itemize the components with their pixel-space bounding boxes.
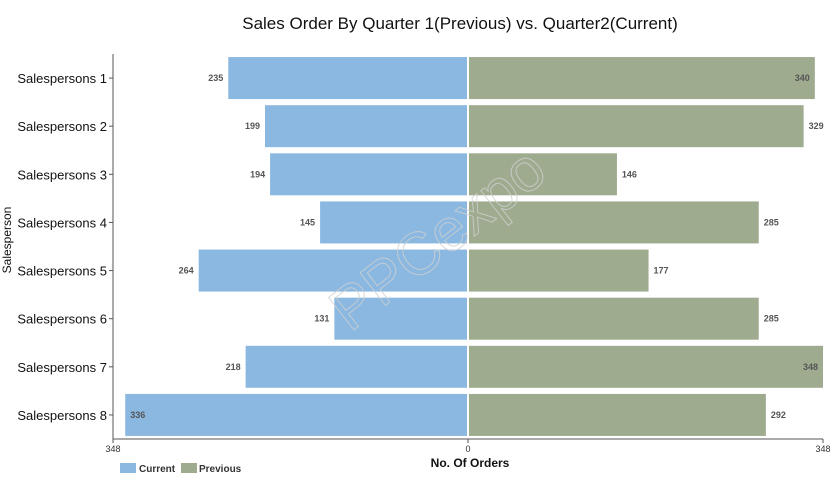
data-labels: 235 340 199 329 194 146 145 285 264 177 131 285 218 3… [130,73,823,420]
bar-previous-4 [468,201,759,244]
legend: Current Previous [120,463,242,475]
x-tick-label-2: 0 [465,444,470,454]
previous-series-bars [468,57,823,436]
x-axis-ticks: 348 0 348 [105,439,831,454]
bar-current-1 [228,57,468,100]
bar-previous-6 [468,297,759,340]
category-labels: Salespersons 1 Salespersons 2 Salespersons… [17,71,113,423]
bar-current-4 [320,201,468,244]
bar-previous-3 [468,153,617,196]
category-label-3: Salespersons 3 [17,167,107,182]
category-label-4: Salespersons 4 [17,215,107,230]
data-label-current-1: 235 [208,73,223,83]
bar-current-7 [245,345,468,388]
bar-current-5 [198,249,469,292]
data-label-current-5: 264 [179,266,194,276]
x-axis-title: No. Of Orders [431,456,510,470]
data-label-current-6: 131 [314,314,329,324]
bar-previous-5 [468,249,649,292]
bar-current-8 [125,393,468,436]
data-label-current-4: 145 [300,217,315,227]
data-label-previous-3: 146 [622,169,637,179]
data-label-previous-5: 177 [654,266,669,276]
bar-previous-7 [468,345,823,388]
data-label-previous-8: 292 [771,410,786,420]
legend-swatch-previous [181,463,197,473]
data-label-current-3: 194 [250,169,265,179]
chart-title: Sales Order By Quarter 1(Previous) vs. Q… [242,14,678,33]
category-label-5: Salespersons 5 [17,264,107,279]
category-label-1: Salespersons 1 [17,71,107,86]
category-label-7: Salespersons 7 [17,360,107,375]
data-label-previous-1: 340 [795,73,810,83]
x-tick-label-1: 348 [105,444,120,454]
legend-label-current: Current [139,464,176,475]
current-series-bars [125,57,469,436]
category-label-2: Salespersons 2 [17,119,107,134]
category-label-8: Salespersons 8 [17,408,107,423]
bar-previous-2 [468,105,804,148]
bar-current-6 [334,297,468,340]
legend-label-previous: Previous [199,464,242,475]
x-tick-label-3: 348 [815,444,830,454]
bar-previous-8 [468,393,766,436]
data-label-current-2: 199 [245,121,260,131]
bar-previous-1 [468,57,815,100]
category-label-6: Salespersons 6 [17,312,107,327]
data-label-previous-2: 329 [809,121,824,131]
y-axis-title: Salesperson [0,207,14,274]
bar-current-2 [264,105,468,148]
bar-current-3 [270,153,468,196]
data-label-current-8: 336 [130,410,145,420]
data-label-previous-4: 285 [764,217,779,227]
legend-swatch-current [120,463,136,473]
data-label-previous-7: 348 [803,362,818,372]
data-label-current-7: 218 [226,362,241,372]
data-label-previous-6: 285 [764,314,779,324]
